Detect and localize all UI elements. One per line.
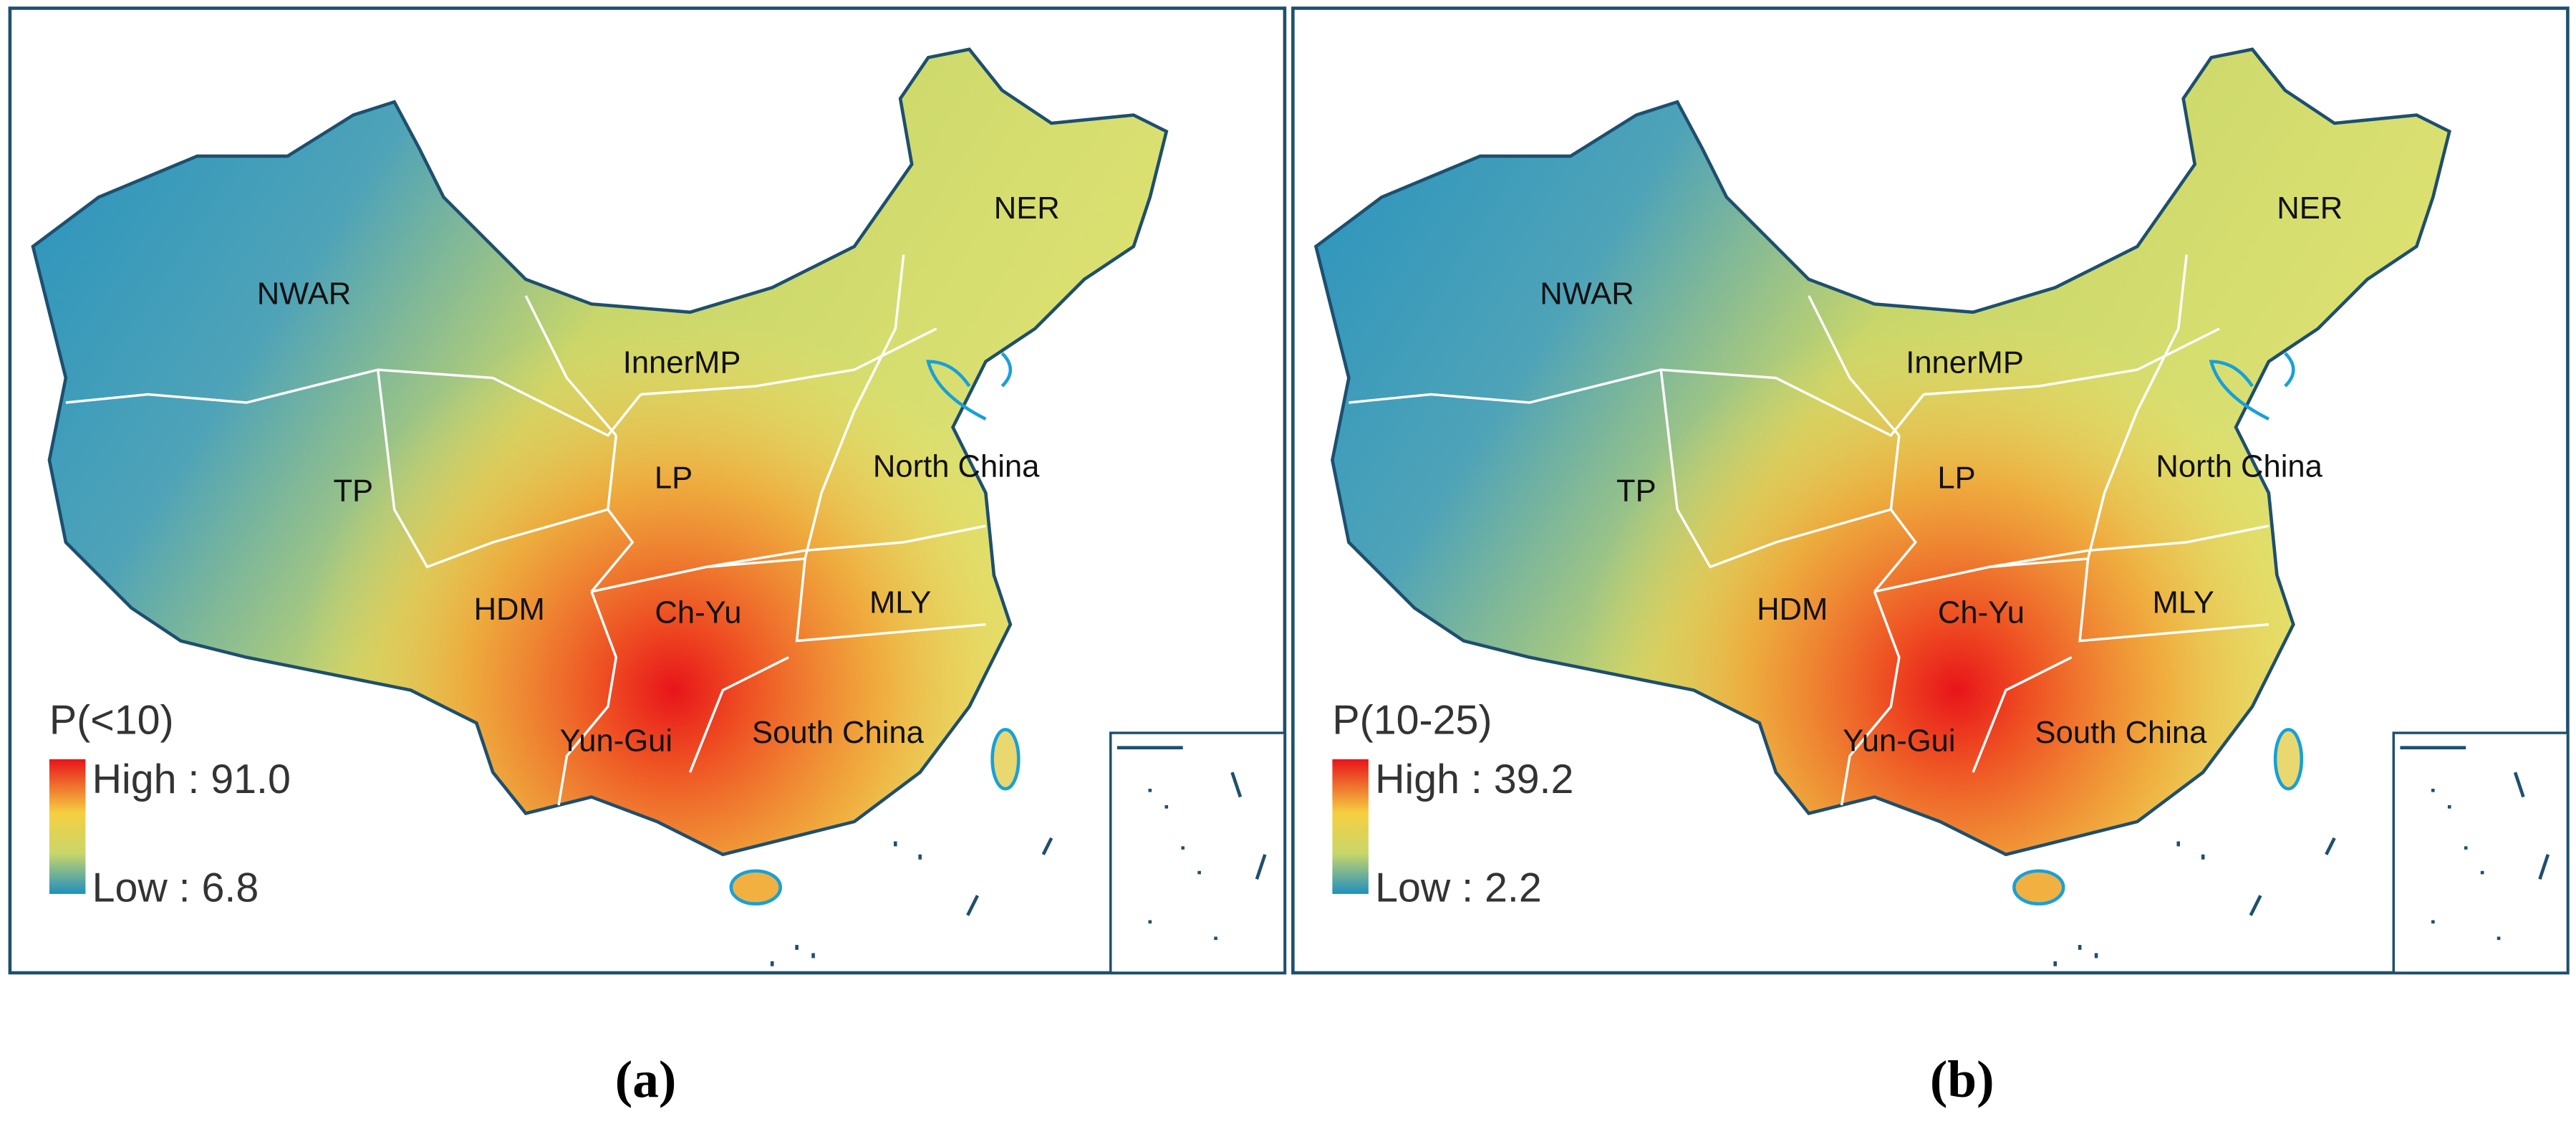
legend-high: High : 91.0	[92, 756, 291, 802]
legend-high: High : 39.2	[1375, 756, 1573, 802]
legend-low: Low : 6.8	[92, 865, 259, 911]
region-label: Yun-Gui	[1843, 724, 1955, 758]
region-border	[1989, 524, 2269, 569]
region-label: NER	[994, 191, 1060, 226]
region-border	[591, 492, 823, 593]
panel-caption: (b)	[1930, 1050, 1994, 1108]
sea-dashes	[770, 837, 1053, 966]
region-label: North China	[2156, 449, 2322, 484]
region-label: Yun-Gui	[560, 724, 672, 758]
region-border	[640, 327, 937, 396]
region-label: HDM	[474, 592, 545, 627]
region-border	[2103, 254, 2188, 494]
legend-bar	[1332, 759, 1369, 894]
region-border	[590, 435, 635, 592]
region-border	[706, 524, 986, 569]
coast-line	[926, 352, 1013, 421]
region-border	[688, 656, 789, 773]
region-label: NWAR	[257, 277, 352, 311]
inset-islands	[1116, 746, 1267, 941]
region-label: North China	[873, 449, 1040, 484]
region-label: InnerMP	[623, 346, 741, 380]
taiwan	[990, 728, 1021, 791]
region-label: South China	[2035, 716, 2208, 750]
inset-islands	[2400, 746, 2550, 941]
region-label: MLY	[2152, 586, 2214, 620]
region-border	[557, 591, 618, 806]
region-border	[1659, 369, 1891, 569]
hainan	[2012, 869, 2065, 906]
legend-bar	[49, 759, 86, 894]
legend-title: P(10-25)	[1332, 697, 1492, 743]
region-label: HDM	[1757, 592, 1828, 627]
coast-line	[2209, 352, 2295, 421]
region-border	[2078, 558, 2269, 643]
region-label: NER	[2277, 191, 2343, 226]
legend-title: P(<10)	[49, 697, 174, 743]
region-label: LP	[1937, 461, 1975, 495]
region-label: MLY	[869, 586, 931, 620]
region-border	[1924, 327, 2220, 396]
region-border	[1873, 435, 1917, 592]
region-border	[795, 558, 986, 643]
region-border	[376, 369, 609, 569]
inset-frame	[2392, 731, 2570, 974]
region-border	[524, 295, 617, 436]
region-border	[1808, 295, 1901, 436]
region-label: InnerMP	[1906, 346, 2024, 380]
region-border	[820, 254, 905, 494]
region-border	[1840, 591, 1901, 806]
china-outline	[31, 47, 1169, 857]
region-label: NWAR	[1540, 277, 1634, 311]
region-label: South China	[752, 716, 925, 750]
region-label: TP	[1616, 474, 1656, 509]
region-label: TP	[333, 474, 373, 509]
region-border	[1874, 492, 2106, 593]
map-panel: NWAR InnerMP NER TP LP North China HDM Ch-Yu MLY…	[8, 6, 1287, 975]
region-label: LP	[655, 461, 693, 495]
region-border	[1349, 368, 1925, 438]
china-outline	[1313, 47, 2451, 857]
inset-frame	[1109, 731, 1286, 974]
panel-caption: (a)	[615, 1050, 677, 1108]
taiwan	[2273, 728, 2304, 791]
sea-dashes	[2053, 837, 2336, 966]
region-border	[1972, 656, 2073, 773]
map-panel: NWAR InnerMP NER TP LP North China HDM Ch-Yu MLY…	[1291, 6, 2570, 975]
legend-low: Low : 2.2	[1375, 865, 1542, 911]
hainan	[729, 869, 782, 906]
region-label: Ch-Yu	[655, 595, 741, 630]
region-label: Ch-Yu	[1938, 595, 2025, 630]
